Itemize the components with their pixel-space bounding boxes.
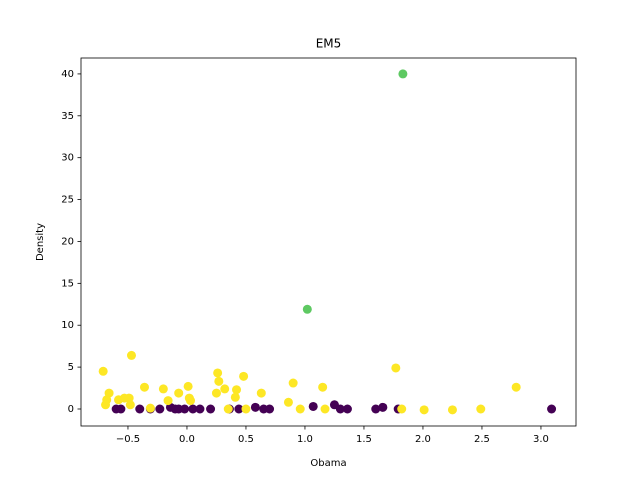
- point: [135, 404, 145, 414]
- point: [419, 405, 429, 415]
- point: [241, 404, 251, 414]
- point: [265, 404, 275, 414]
- point: [163, 396, 173, 406]
- y-tick-label: 20: [61, 236, 74, 247]
- point: [206, 404, 216, 414]
- point: [318, 382, 328, 392]
- point: [302, 304, 312, 314]
- point: [320, 404, 330, 414]
- x-tick-label: 1.5: [356, 434, 372, 445]
- point: [335, 404, 345, 414]
- point: [188, 404, 198, 414]
- x-tick-label: 2.5: [474, 434, 490, 445]
- point: [180, 404, 190, 414]
- point: [230, 392, 240, 402]
- point: [398, 69, 408, 79]
- x-tick-label: −0.5: [116, 434, 140, 445]
- point: [183, 381, 193, 391]
- point: [547, 404, 557, 414]
- chart-title: EM5: [316, 37, 342, 51]
- point: [308, 401, 318, 411]
- point: [101, 400, 111, 410]
- y-tick-label: 30: [61, 153, 74, 164]
- point: [127, 350, 137, 360]
- y-tick-label: 40: [61, 69, 74, 80]
- point: [186, 396, 196, 406]
- point: [139, 382, 149, 392]
- point: [371, 404, 381, 414]
- point: [124, 393, 134, 403]
- point: [232, 385, 242, 395]
- y-tick-label: 15: [61, 278, 74, 289]
- y-tick-label: 5: [68, 362, 74, 373]
- y-tick-label: 35: [61, 111, 74, 122]
- y-tick-label: 0: [68, 404, 74, 415]
- point: [397, 404, 407, 414]
- point: [213, 368, 223, 378]
- point: [211, 388, 221, 398]
- point: [98, 366, 108, 376]
- y-tick-label: 10: [61, 320, 74, 331]
- point: [116, 404, 126, 414]
- point: [288, 378, 298, 388]
- x-tick-label: 0.0: [179, 434, 195, 445]
- point: [174, 388, 184, 398]
- point: [250, 402, 260, 412]
- plot-frame: [80, 57, 577, 427]
- point: [391, 363, 401, 373]
- point: [220, 384, 230, 394]
- point: [447, 405, 457, 415]
- x-tick-label: 0.5: [238, 434, 254, 445]
- x-tick-label: 1.0: [297, 434, 313, 445]
- x-axis-label: Obama: [310, 458, 346, 469]
- point: [195, 404, 205, 414]
- point: [239, 371, 249, 381]
- point: [511, 382, 521, 392]
- point: [283, 397, 293, 407]
- point: [295, 404, 305, 414]
- point: [378, 402, 388, 412]
- point: [256, 388, 266, 398]
- point: [223, 404, 233, 414]
- point: [342, 404, 352, 414]
- point: [214, 376, 224, 386]
- y-axis-label: Density: [35, 223, 46, 261]
- point: [234, 404, 244, 414]
- y-tick-label: 25: [61, 195, 74, 206]
- point: [476, 404, 486, 414]
- point: [158, 384, 168, 394]
- point: [125, 400, 135, 410]
- point: [155, 404, 165, 414]
- x-tick-label: 2.0: [415, 434, 431, 445]
- point: [145, 403, 155, 413]
- x-tick-label: 3.0: [533, 434, 549, 445]
